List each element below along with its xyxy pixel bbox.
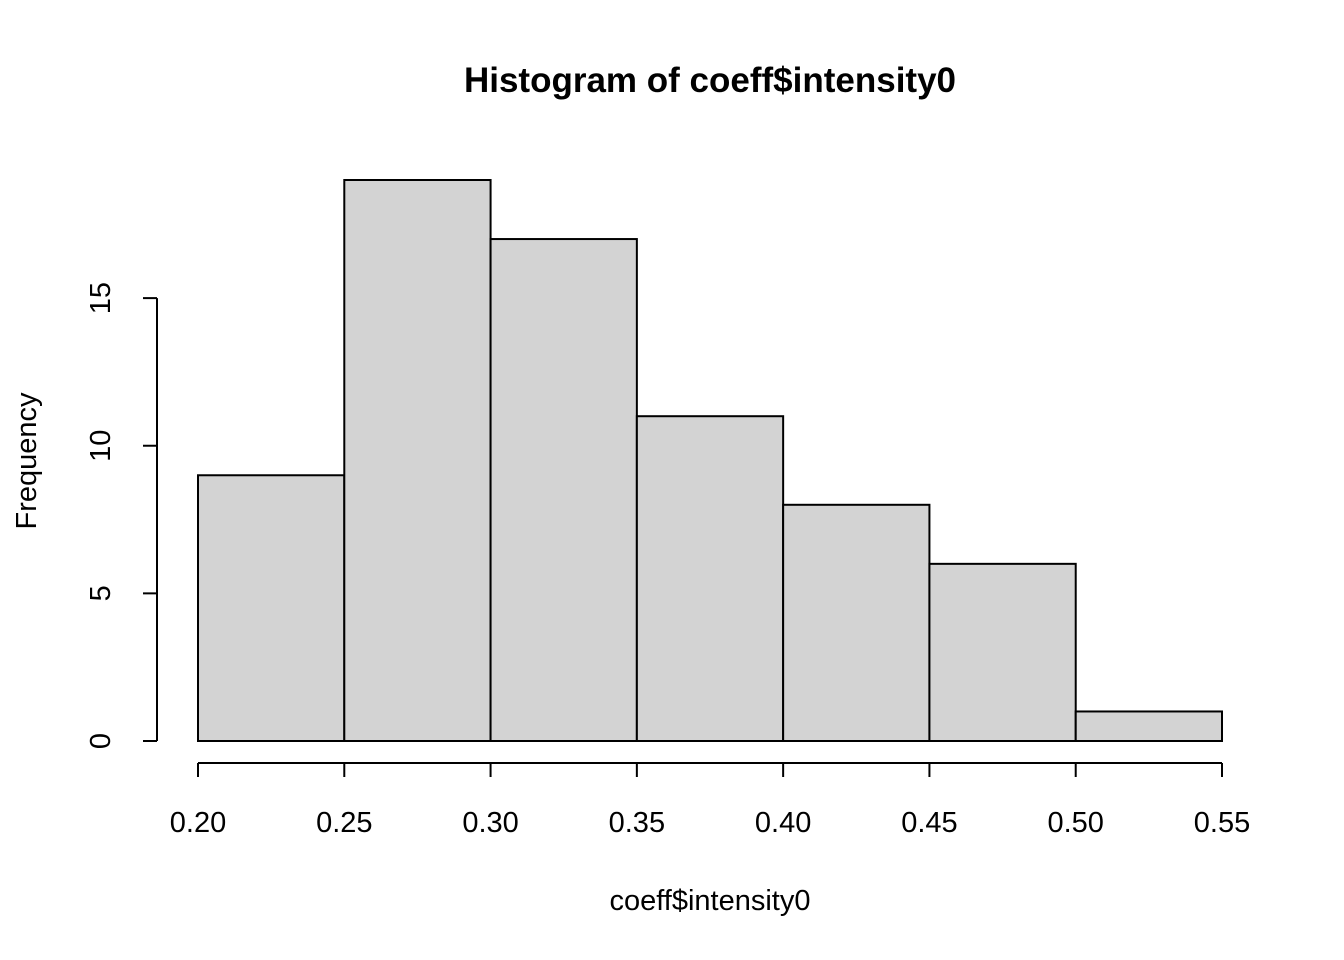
x-tick-label: 0.50 xyxy=(1047,807,1103,839)
x-tick-label: 0.20 xyxy=(170,807,226,839)
y-axis-label: Frequency xyxy=(11,392,43,530)
y-tick-label: 0 xyxy=(85,733,117,749)
y-tick-label: 15 xyxy=(85,282,117,314)
histogram-bar-7 xyxy=(1074,710,1223,742)
x-axis-label: coeff$intensity0 xyxy=(610,885,811,917)
x-tick-label: 0.45 xyxy=(901,807,957,839)
x-tick-label: 0.40 xyxy=(755,807,811,839)
x-tick-label: 0.55 xyxy=(1194,807,1250,839)
x-tick-label: 0.30 xyxy=(462,807,518,839)
y-axis: 0 5 10 15 xyxy=(85,282,158,749)
y-tick-label: 10 xyxy=(85,430,117,462)
histogram-bar-2 xyxy=(343,179,492,742)
x-tick-label: 0.35 xyxy=(609,807,665,839)
histogram-bar-6 xyxy=(928,562,1077,743)
histogram-bar-5 xyxy=(782,503,931,743)
histogram-bar-3 xyxy=(489,238,638,743)
y-tick-label: 5 xyxy=(85,585,117,601)
chart-title: Histogram of coeff$intensity0 xyxy=(464,61,956,100)
histogram-bar-4 xyxy=(635,415,785,742)
histogram-bar-1 xyxy=(197,474,346,742)
histogram-bars xyxy=(197,179,1223,743)
x-axis: 0.20 0.25 0.30 0.35 0.40 0.45 0.50 0.55 xyxy=(170,762,1250,839)
x-tick-label: 0.25 xyxy=(316,807,372,839)
